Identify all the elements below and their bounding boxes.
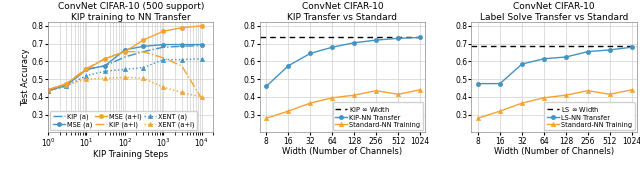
XENT (a): [178, 59, 186, 61]
KIP (a): [121, 56, 129, 58]
Title: ConvNet CIFAR-10
KIP Transfer vs Standard: ConvNet CIFAR-10 KIP Transfer vs Standar…: [287, 2, 397, 22]
Title: ConvNet CIFAR-10 (500 support)
KIP training to NN Transfer: ConvNet CIFAR-10 (500 support) KIP train…: [58, 2, 204, 22]
MSE (a+l): [44, 89, 52, 91]
MSE (a): [140, 45, 147, 47]
MSE (a): [178, 44, 186, 46]
X-axis label: KIP Training Steps: KIP Training Steps: [93, 150, 168, 159]
MSE (a): [83, 68, 90, 71]
MSE (a+l): [63, 83, 70, 85]
Legend: KIP (a), MSE (a), MSE (a+l), KIP (a+l), XENT (a), XENT (a+l): KIP (a), MSE (a), MSE (a+l), KIP (a+l), …: [50, 111, 197, 130]
KIP (a): [63, 84, 70, 86]
MSE (a): [63, 84, 70, 86]
XENT (a): [44, 90, 52, 92]
Legend: KIP $\infty$ Width, KIP-NN Transfer, Standard-NN Training: KIP $\infty$ Width, KIP-NN Transfer, Sta…: [333, 102, 423, 130]
KIP (a+l): [63, 83, 70, 85]
Line: KIP (a): KIP (a): [48, 45, 202, 91]
KIP (a+l): [44, 89, 52, 91]
MSE (a+l): [83, 68, 90, 71]
XENT (a+l): [101, 77, 109, 79]
MSE (a+l): [121, 51, 129, 53]
MSE (a+l): [159, 30, 167, 32]
KIP (a+l): [140, 51, 147, 53]
KIP (a): [140, 51, 147, 53]
MSE (a+l): [178, 27, 186, 29]
Legend: LS $\infty$ Width, LS-NN Transfer, Standard-NN Training: LS $\infty$ Width, LS-NN Transfer, Stand…: [545, 102, 635, 130]
KIP (a+l): [121, 51, 129, 53]
KIP (a): [178, 45, 186, 47]
XENT (a+l): [63, 83, 70, 85]
XENT (a): [101, 70, 109, 72]
XENT (a+l): [83, 78, 90, 80]
Y-axis label: Test Accuracy: Test Accuracy: [21, 49, 30, 106]
KIP (a+l): [83, 67, 90, 69]
X-axis label: Width (Number of Channels): Width (Number of Channels): [494, 147, 614, 156]
XENT (a+l): [198, 96, 205, 98]
Line: XENT (a): XENT (a): [46, 57, 204, 93]
XENT (a): [198, 58, 205, 60]
XENT (a+l): [178, 92, 186, 94]
MSE (a): [44, 90, 52, 92]
Line: XENT (a+l): XENT (a+l): [46, 75, 204, 99]
XENT (a): [83, 75, 90, 77]
MSE (a+l): [101, 58, 109, 60]
XENT (a): [159, 59, 167, 61]
KIP (a+l): [198, 98, 205, 100]
MSE (a+l): [140, 39, 147, 41]
XENT (a+l): [159, 86, 167, 88]
KIP (a+l): [101, 58, 109, 60]
MSE (a+l): [198, 25, 205, 27]
KIP (a): [159, 46, 167, 48]
KIP (a+l): [178, 65, 186, 67]
KIP (a): [198, 44, 205, 46]
MSE (a): [101, 65, 109, 67]
XENT (a+l): [44, 89, 52, 91]
Line: KIP (a+l): KIP (a+l): [48, 52, 202, 99]
MSE (a): [121, 49, 129, 51]
XENT (a+l): [121, 76, 129, 78]
MSE (a): [198, 44, 205, 46]
XENT (a): [121, 68, 129, 71]
Title: ConvNet CIFAR-10
Label Solve Transfer vs Standard: ConvNet CIFAR-10 Label Solve Transfer vs…: [480, 2, 628, 22]
XENT (a+l): [140, 77, 147, 79]
KIP (a+l): [159, 57, 167, 59]
KIP (a): [83, 68, 90, 71]
X-axis label: Width (Number of Channels): Width (Number of Channels): [282, 147, 403, 156]
XENT (a): [140, 67, 147, 69]
XENT (a): [63, 85, 70, 87]
KIP (a): [44, 90, 52, 92]
Line: MSE (a+l): MSE (a+l): [46, 24, 204, 92]
MSE (a): [159, 44, 167, 46]
KIP (a): [101, 65, 109, 67]
Line: MSE (a): MSE (a): [46, 42, 204, 93]
